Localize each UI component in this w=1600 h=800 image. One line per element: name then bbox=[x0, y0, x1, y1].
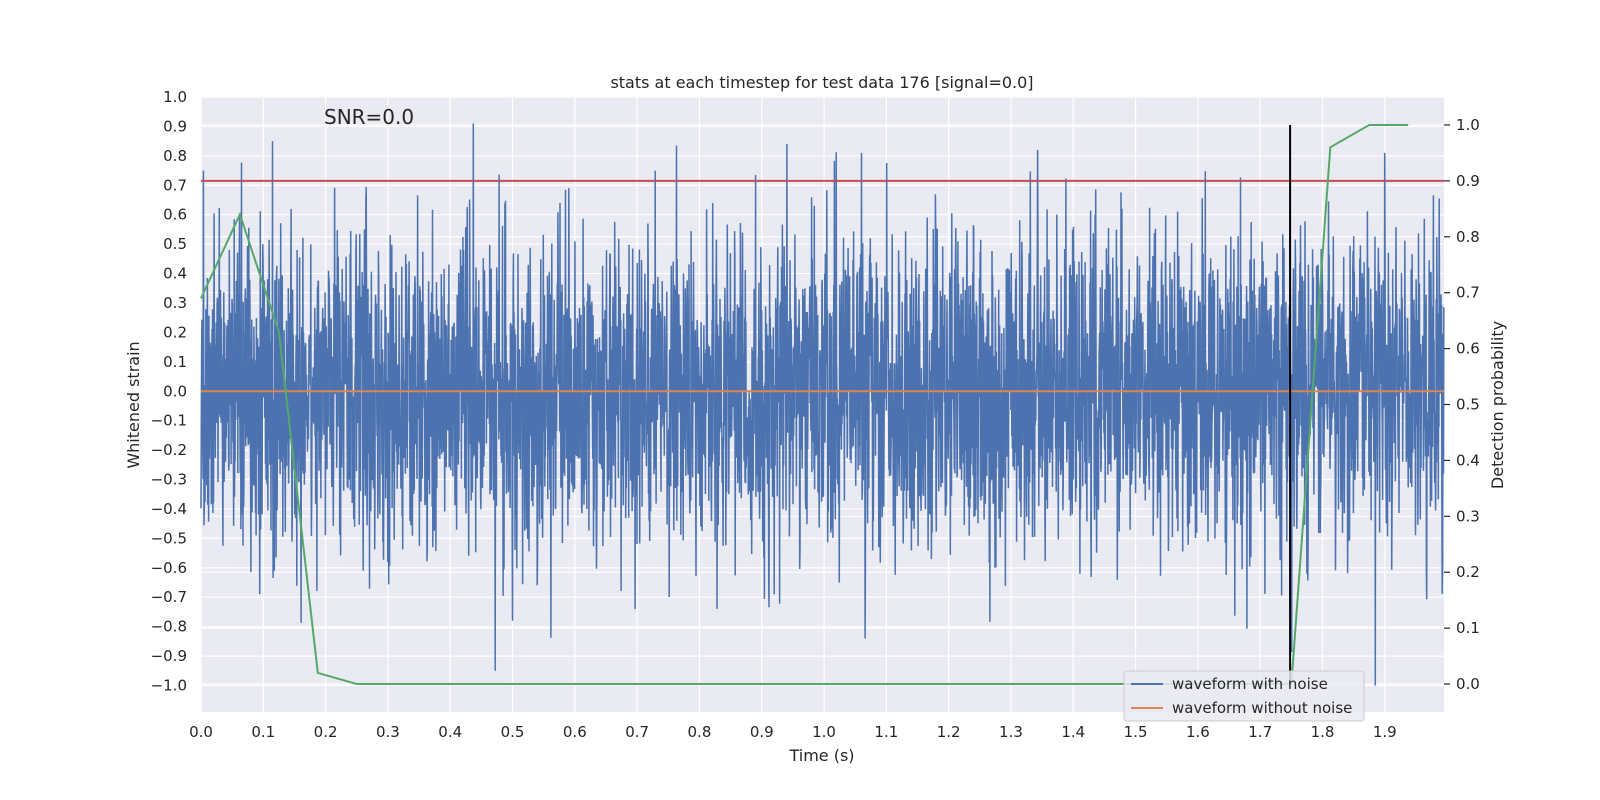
y-tick-label: −0.3 bbox=[151, 471, 187, 489]
y2-tick-label: 0.9 bbox=[1456, 172, 1480, 190]
y-axis-ticks: 1.0 0.9 0.8 0.7 0.6 0.5 0.4 0.3 0.2 0.1 0.0 −0.1 −0.… bbox=[151, 88, 187, 695]
y-tick-label: 0.0 bbox=[163, 382, 187, 400]
legend-label-clean: waveform without noise bbox=[1172, 699, 1352, 717]
x-tick-label: 1.4 bbox=[1061, 723, 1085, 741]
y-tick-label: 0.4 bbox=[163, 265, 187, 283]
x-tick-label: 0.6 bbox=[563, 723, 587, 741]
snr-annotation: SNR=0.0 bbox=[324, 105, 414, 129]
legend: waveform with noise waveform without noi… bbox=[1123, 670, 1365, 722]
y-tick-label: −1.0 bbox=[151, 677, 187, 695]
y2-tick-label: 0.7 bbox=[1456, 284, 1480, 302]
y-tick-label: 0.5 bbox=[163, 235, 187, 253]
x-tick-label: 0.7 bbox=[625, 723, 649, 741]
y-tick-label: 0.8 bbox=[163, 147, 187, 165]
y2-tick-label: 0.6 bbox=[1456, 340, 1480, 358]
y2-tick-label: 0.8 bbox=[1456, 228, 1480, 246]
y-tick-label: −0.8 bbox=[151, 618, 187, 636]
x-tick-label: 1.8 bbox=[1311, 723, 1335, 741]
y-tick-label: −0.2 bbox=[151, 441, 187, 459]
x-tick-label: 1.6 bbox=[1186, 723, 1210, 741]
y-tick-label: 0.9 bbox=[163, 117, 187, 135]
legend-box bbox=[1123, 670, 1365, 722]
x-tick-label: 1.5 bbox=[1124, 723, 1148, 741]
x-axis-label: Time (s) bbox=[788, 746, 854, 765]
y-tick-label: −0.7 bbox=[151, 588, 187, 606]
x-tick-label: 0.3 bbox=[376, 723, 400, 741]
y2-axis-ticks: 0.0 0.1 0.2 0.3 0.4 0.5 0.6 0.7 0.8 0.9 1.0 bbox=[1444, 116, 1480, 693]
x-tick-label: 0.0 bbox=[189, 723, 213, 741]
x-tick-label: 0.8 bbox=[688, 723, 712, 741]
y2-axis-label: Detection probability bbox=[1488, 321, 1507, 489]
legend-label-noise: waveform with noise bbox=[1172, 675, 1328, 693]
y2-tick-label: 0.1 bbox=[1456, 619, 1480, 637]
x-tick-label: 1.0 bbox=[812, 723, 836, 741]
x-tick-label: 1.2 bbox=[937, 723, 961, 741]
x-axis-ticks: 0.0 0.1 0.2 0.3 0.4 0.5 0.6 0.7 0.8 0.9 1.0 1.1 1.2 1… bbox=[189, 723, 1397, 741]
x-tick-label: 0.9 bbox=[750, 723, 774, 741]
x-tick-label: 0.4 bbox=[438, 723, 462, 741]
x-tick-label: 1.3 bbox=[999, 723, 1023, 741]
y-tick-label: −0.6 bbox=[151, 559, 187, 577]
x-tick-label: 0.2 bbox=[314, 723, 338, 741]
y2-tick-label: 1.0 bbox=[1456, 116, 1480, 134]
y-tick-label: 0.6 bbox=[163, 206, 187, 224]
y-tick-label: 0.2 bbox=[163, 323, 187, 341]
y-tick-label: −0.5 bbox=[151, 529, 187, 547]
y-tick-label: −0.9 bbox=[151, 647, 187, 665]
y-tick-label: 0.1 bbox=[163, 353, 187, 371]
waveform-with-noise-line bbox=[200, 123, 1445, 686]
y-axis-label: Whitened strain bbox=[124, 341, 143, 468]
x-tick-label: 1.1 bbox=[874, 723, 898, 741]
y2-tick-label: 0.2 bbox=[1456, 563, 1480, 581]
x-tick-label: 1.9 bbox=[1373, 723, 1397, 741]
y-tick-label: 0.7 bbox=[163, 176, 187, 194]
y-tick-label: 1.0 bbox=[163, 88, 187, 106]
chart-title: stats at each timestep for test data 176… bbox=[610, 73, 1033, 92]
x-tick-label: 0.5 bbox=[501, 723, 525, 741]
y2-tick-label: 0.0 bbox=[1456, 675, 1480, 693]
y-tick-label: −0.1 bbox=[151, 412, 187, 430]
y2-tick-label: 0.5 bbox=[1456, 396, 1480, 414]
x-tick-label: 1.7 bbox=[1248, 723, 1272, 741]
y2-tick-label: 0.4 bbox=[1456, 451, 1480, 469]
y-tick-label: −0.4 bbox=[151, 500, 187, 518]
y-tick-label: 0.3 bbox=[163, 294, 187, 312]
x-tick-label: 0.1 bbox=[251, 723, 275, 741]
y2-tick-label: 0.3 bbox=[1456, 507, 1480, 525]
